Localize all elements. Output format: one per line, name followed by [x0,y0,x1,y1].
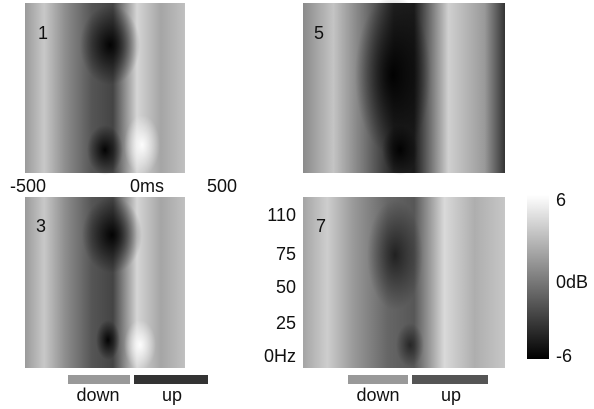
frequency-axis-label: 25 [276,313,296,333]
panel-label: 7 [316,216,326,236]
colorbar-label: 0dB [556,272,588,292]
frequency-axis-label: 110 [267,205,296,225]
stimulus-label: up [441,385,461,405]
stimulus-bar [412,375,488,384]
colorbar [527,195,549,359]
stimulus-label: down [76,385,119,405]
stimulus-bar [348,375,408,384]
panel-label: 1 [38,23,48,43]
spectrogram-panel [303,197,505,368]
stimulus-label: down [356,385,399,405]
colorbar-label: 6 [556,190,566,210]
colorbar-label: -6 [556,346,572,366]
panel-label: 5 [314,23,324,43]
time-axis-label: 500 [207,176,237,196]
spectrogram-panel [25,3,185,175]
time-axis-label: -500 [10,176,46,196]
frequency-axis-label: 50 [276,277,296,297]
stimulus-bar [134,375,208,384]
stimulus-bar [68,375,130,384]
frequency-axis-label: 75 [276,244,296,264]
spectrogram-panel [303,0,505,175]
time-axis-label: 0ms [130,176,164,196]
panel-label: 3 [36,216,46,236]
stimulus-label: up [162,385,182,405]
spectrogram-panel [25,197,185,370]
frequency-axis-label: 0Hz [264,346,296,366]
